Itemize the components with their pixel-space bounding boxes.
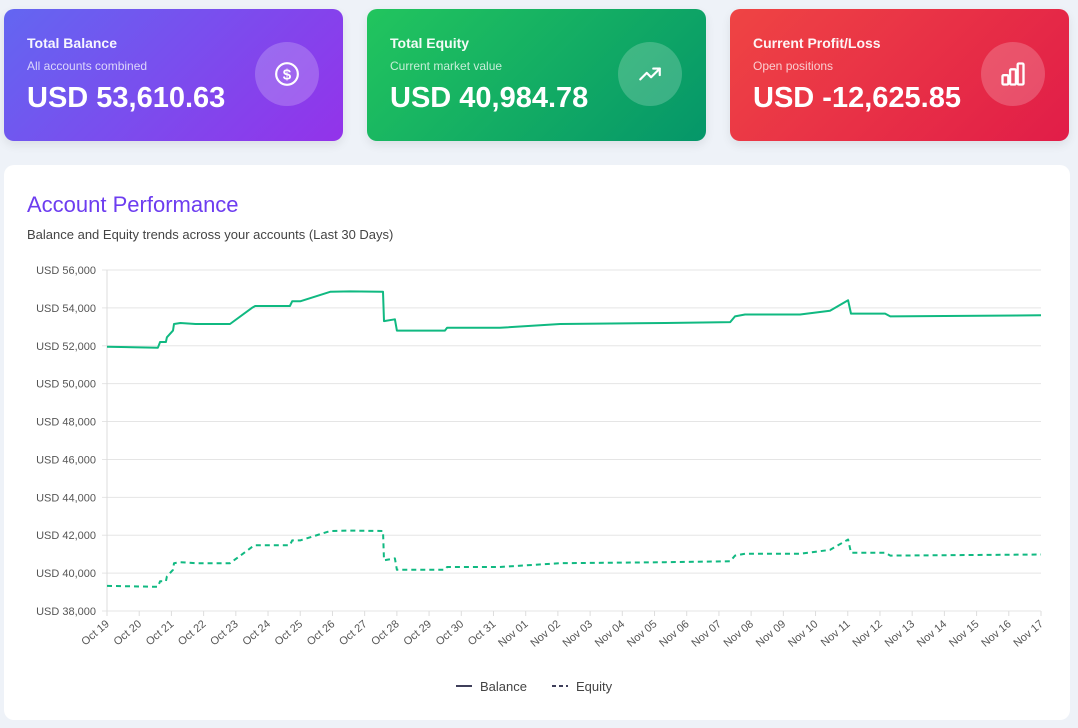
x-tick-label: Nov 17 [1012, 618, 1046, 650]
series-line-balance [106, 290, 1042, 349]
x-tick-label: Oct 23 [208, 618, 241, 648]
y-tick-label: USD 38,000 [36, 606, 96, 618]
dollar-circle-icon: $ [255, 42, 319, 106]
x-tick-label: Oct 24 [240, 618, 273, 648]
x-tick-label: Oct 20 [112, 618, 145, 648]
card-subtitle: Open positions [753, 59, 834, 73]
x-tick-label: Oct 29 [401, 618, 434, 648]
x-tick-label: Oct 30 [434, 618, 467, 648]
account-performance-panel: Account Performance Balance and Equity t… [4, 165, 1070, 720]
x-tick-label: Nov 05 [625, 618, 659, 650]
card-value: USD 40,984.78 [390, 82, 589, 114]
panel-title: Account Performance [27, 192, 239, 217]
total-equity-card: Total Equity Current market value USD 40… [367, 9, 706, 141]
card-value: USD 53,610.63 [27, 82, 226, 114]
x-tick-label: Oct 31 [466, 618, 499, 648]
y-tick-label: USD 50,000 [36, 379, 96, 391]
y-tick-label: USD 44,000 [36, 492, 96, 504]
card-subtitle: All accounts combined [27, 59, 148, 73]
x-tick-label: Oct 19 [79, 618, 112, 648]
y-tick-label: USD 56,000 [36, 265, 96, 277]
legend-label-balance: Balance [480, 679, 527, 694]
x-tick-label: Nov 01 [496, 618, 530, 650]
x-tick-label: Nov 14 [915, 618, 949, 650]
x-tick-label: Nov 11 [819, 618, 853, 649]
x-tick-label: Nov 06 [657, 618, 691, 650]
card-title: Current Profit/Loss [753, 35, 881, 51]
x-tick-label: Oct 28 [369, 618, 402, 648]
x-tick-label: Nov 07 [689, 618, 723, 650]
y-tick-label: USD 48,000 [36, 417, 96, 429]
x-tick-label: Nov 15 [947, 618, 981, 650]
bar-chart-icon [981, 42, 1045, 106]
total-balance-card: Total Balance All accounts combined USD … [4, 9, 343, 141]
x-tick-label: Nov 03 [561, 618, 595, 650]
y-tick-label: USD 40,000 [36, 568, 96, 580]
y-tick-label: USD 42,000 [36, 530, 96, 542]
x-tick-label: Oct 25 [273, 618, 306, 648]
x-tick-label: Nov 16 [979, 618, 1013, 650]
card-value: USD -12,625.85 [753, 82, 961, 114]
x-tick-label: Oct 21 [144, 618, 177, 648]
series-line-equity [106, 529, 1042, 588]
svg-text:$: $ [283, 66, 292, 83]
card-title: Total Balance [27, 35, 117, 51]
x-tick-label: Nov 10 [786, 618, 820, 650]
y-tick-label: USD 54,000 [36, 303, 96, 315]
trending-up-icon [618, 42, 682, 106]
legend-label-equity: Equity [576, 679, 613, 694]
x-tick-label: Oct 27 [337, 618, 370, 648]
x-tick-label: Nov 08 [722, 618, 756, 650]
x-tick-label: Nov 02 [528, 618, 562, 650]
profit-loss-card: Current Profit/Loss Open positions USD -… [730, 9, 1069, 141]
x-tick-label: Nov 04 [593, 618, 627, 650]
x-tick-label: Nov 13 [883, 618, 917, 650]
panel-subtitle: Balance and Equity trends across your ac… [27, 227, 394, 242]
card-subtitle: Current market value [390, 59, 503, 73]
y-tick-label: USD 52,000 [36, 341, 96, 353]
y-tick-label: USD 46,000 [36, 454, 96, 466]
x-tick-label: Oct 22 [176, 618, 209, 648]
card-title: Total Equity [390, 35, 470, 51]
x-tick-label: Oct 26 [305, 618, 338, 648]
x-tick-label: Nov 12 [850, 618, 884, 650]
x-tick-label: Nov 09 [754, 618, 788, 650]
